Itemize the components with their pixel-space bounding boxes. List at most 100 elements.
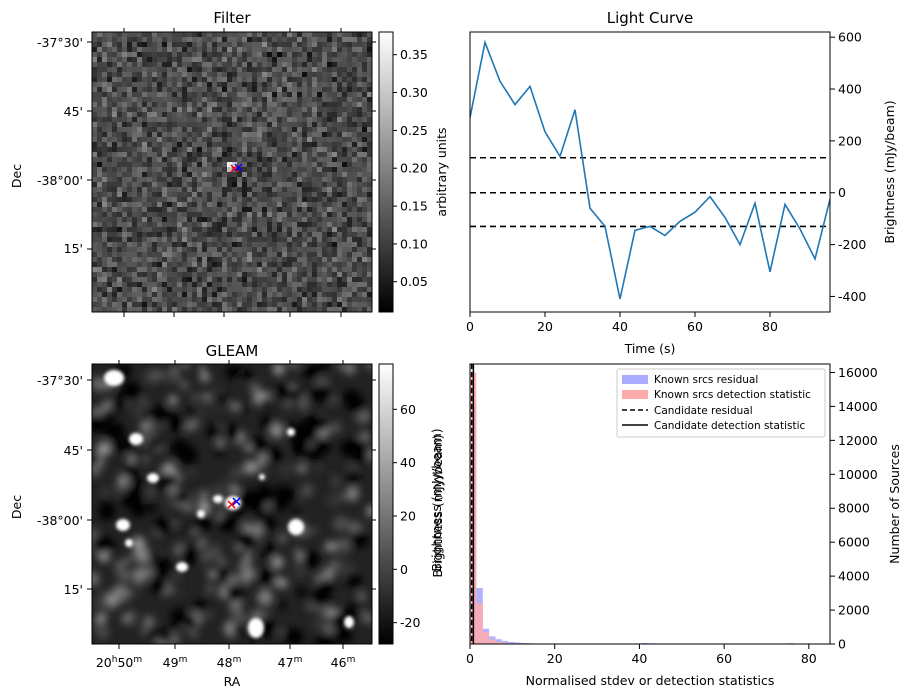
hist-bar-s1-7 [508,642,515,644]
gleam-dec-tick-2: 45' [64,443,83,458]
ra-tick-label-2: 49m [163,655,188,670]
filter-title: Filter [213,9,251,27]
lc-ytick-label-3: 200 [838,133,862,148]
lc-xtick-label-1: 0 [466,319,474,334]
legend-swatch-residual [622,375,648,384]
cbar-tick-label-3: 20 [400,509,416,524]
gleam-ylabel: Dec [9,495,24,519]
hist-ytick-label-9: 16000 [838,365,878,380]
gleam-colorbar-ticks: 60 40 20 0 -20 [393,402,420,630]
lc-ytick-label-5: -200 [838,237,866,252]
histogram-left-ylabel: Brightness (mJy/beam) [430,434,445,577]
gleam-xlabel: RA [224,674,241,689]
gleam-title: GLEAM [206,342,259,360]
cbar-tick-label-2: 0.30 [400,85,428,100]
lc-xtick-label-3: 40 [612,319,628,334]
hist-ytick-label-4: 6000 [838,535,870,550]
hist-bar-s1-6 [501,640,509,644]
legend-box [616,368,826,438]
hist-ytick-label-7: 12000 [838,433,878,448]
histogram-panel: 0 20 40 60 80 0 2000 4000 6000 8000 10000 12000 1400… [430,363,902,688]
legend-label-candidate-residual: Candidate residual [654,405,753,417]
ra-tick-label-3: 48m [217,655,242,670]
filter-dec-tick-3: -38°00' [37,173,83,188]
histogram-legend: Known srcs residual Known srcs detection… [616,368,826,438]
hist-bar-s1-8 [514,642,521,644]
hist-ytick-label-6: 10000 [838,467,878,482]
legend-label-detection: Known srcs detection statistic [654,389,811,401]
hist-ytick-label-8: 14000 [838,399,878,414]
cbar-tick-label-1: 0.35 [400,47,428,62]
gleam-panel: GLEAM Dec -37°30' 45' -38°00' 15' 20h50m… [9,342,376,689]
hist-ytick-label-2: 2000 [838,603,870,618]
filter-colorbar: 0.35 0.30 0.25 0.20 0.15 0.10 0.05 arbitrary u… [378,31,449,313]
gleam-frame [91,363,373,645]
lc-series-line [470,39,830,300]
filter-dec-tick-4: 15' [64,241,83,256]
lc-xtick-label-5: 80 [762,319,778,334]
filter-panel: Filter Dec -37°30' 45' -38°00' 15' [9,9,376,317]
gleam-colorbar-label: Brightness (mJy/beam) [429,428,444,571]
gleam-image [92,364,372,644]
hist-ytick-label-1: 0 [838,637,846,652]
hist-xtick-label-1: 0 [466,651,474,666]
cbar-tick-label-1: 60 [400,402,416,417]
cbar-tick-label-4: 0 [400,562,408,577]
gleam-dec-tick-3: -38°00' [37,513,83,528]
hist-xtick-label-4: 60 [716,651,732,666]
cbar-tick-label-7: 0.05 [400,274,428,289]
hist-bar-s2-5 [495,642,502,644]
histogram-frame [469,363,831,645]
lc-ytick-label-6: -400 [838,289,866,304]
lightcurve-xlabel: Time (s) [624,341,676,356]
lc-ytick-label-4: 0 [838,185,846,200]
cbar-tick-label-5: 0.15 [400,199,428,214]
hist-xtick-label-2: 20 [547,651,563,666]
ra-tick-label-5: 46m [331,655,356,670]
hist-ytick-label-5: 8000 [838,501,870,516]
lightcurve-title: Light Curve [607,9,693,27]
legend-label-residual: Known srcs residual [654,374,758,386]
lc-xtick-label-2: 20 [537,319,553,334]
gleam-blue-cross [232,497,241,506]
gleam-ra-ticks: 20h50m 49m 48m 47m 46m [96,655,356,670]
hist-bar-s2-3 [482,632,490,644]
gleam-dec-tick-4: 15' [64,582,83,597]
cbar-tick-label-6: 0.10 [400,236,428,251]
lightcurve-frame [469,31,831,313]
ra-tick-label-1: 20h50m [96,655,142,670]
histogram-plot [470,364,807,644]
hist-ytick-label-3: 4000 [838,569,870,584]
hist-xtick-label-5: 80 [801,651,817,666]
lightcurve-panel: Light Curve 0 20 40 60 806004002000-200-400 … [466,9,897,356]
lightcurve-threshold-lines [470,156,830,228]
cbar-tick-label-3: 0.25 [400,123,428,138]
hist-bar-s2-2 [476,603,483,644]
histogram-ylabel: Number of Sources [887,444,902,564]
cbar-tick-label-2: 40 [400,455,416,470]
filter-ylabel: Dec [9,164,24,188]
gleam-dec-tick-1: -37°30' [37,373,83,388]
histogram-xlabel: Normalised stdev or detection statistics [526,673,775,688]
filter-blue-cross [234,163,243,172]
gleam-markers [227,497,241,509]
filter-frame [91,31,373,313]
hist-xtick-label-3: 40 [631,651,647,666]
filter-colorbar-bar [378,31,394,313]
hist-bar-s2-4 [489,639,496,644]
lightcurve-ylabel: Brightness (mJy/beam) [882,100,897,243]
filter-image [92,32,373,313]
hist-bar-s1-5 [495,639,502,644]
ra-tick-label-4: 47m [278,655,303,670]
legend-swatch-detection [622,390,648,399]
gleam-ticks [87,360,376,649]
lc-ytick-label-1: 600 [838,30,862,45]
filter-colorbar-ticks: 0.35 0.30 0.25 0.20 0.15 0.10 0.05 [393,47,428,289]
filter-ticks [87,28,376,317]
lc-ytick-label-2: 400 [838,82,862,97]
cbar-tick-label-5: -20 [400,615,420,630]
gleam-red-cross [227,500,236,509]
filter-markers [230,163,243,173]
legend-label-candidate-detection: Candidate detection statistic [654,420,806,432]
